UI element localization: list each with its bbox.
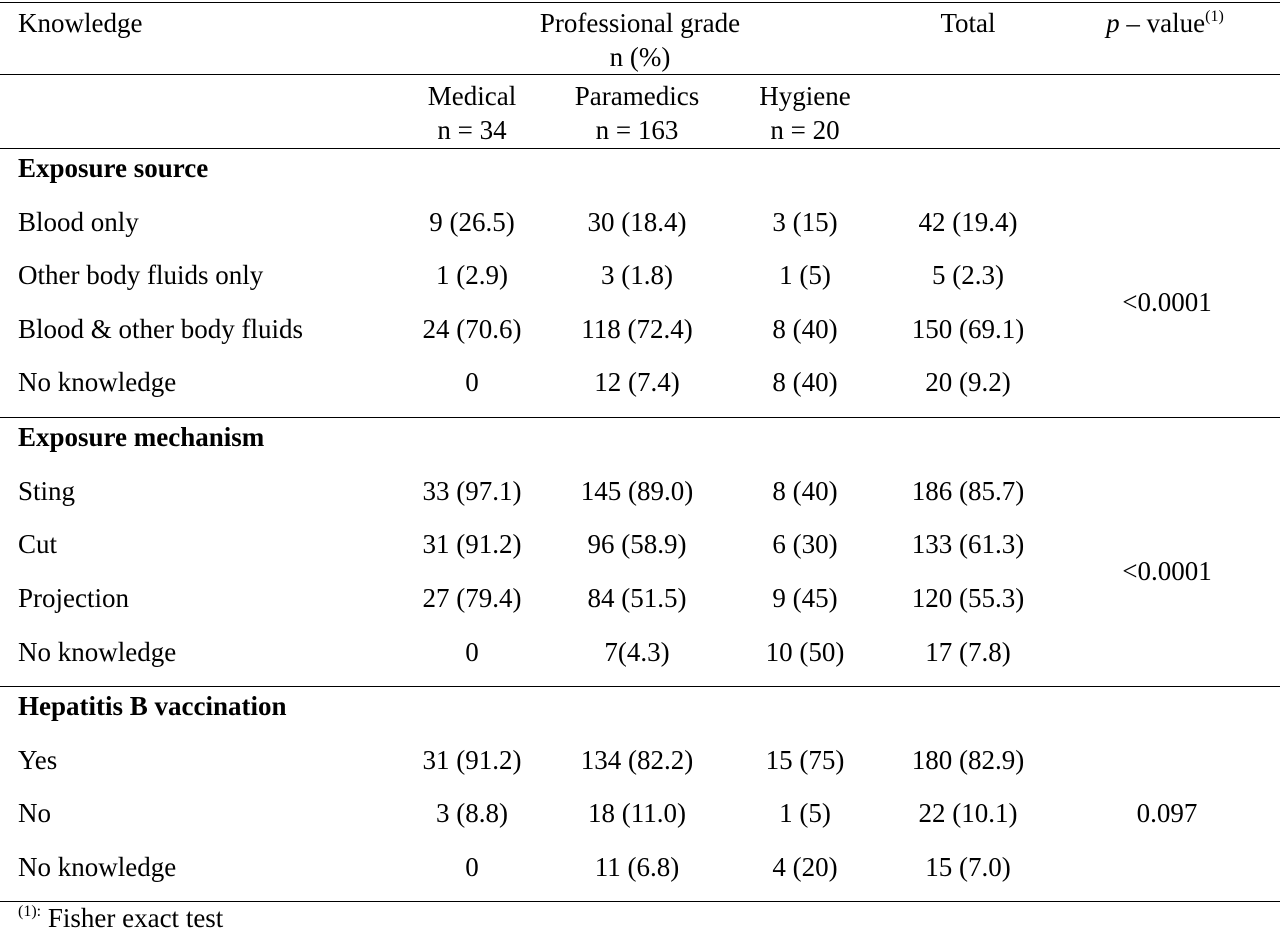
row-label: No knowledge	[18, 852, 177, 882]
cell-medical: 3 (8.8)	[436, 798, 508, 828]
cell-paramedics: 30 (18.4)	[587, 207, 687, 237]
header-professional-grade: Professional grade	[539, 8, 741, 38]
p-value-hepatitis-b: 0.097	[1136, 798, 1198, 828]
cell-medical: 0	[465, 852, 479, 882]
cell-medical: 0	[465, 367, 479, 397]
subheader-rule	[0, 148, 1280, 149]
cell-hygiene: 15 (75)	[765, 745, 845, 775]
cell-medical: 1 (2.9)	[436, 260, 508, 290]
cell-hygiene: 8 (40)	[772, 314, 838, 344]
cell-medical: 27 (79.4)	[422, 583, 522, 613]
cell-total: 5 (2.3)	[932, 260, 1004, 290]
col-paramedics-name: Paramedics	[574, 81, 700, 111]
row-label: Projection	[18, 583, 129, 613]
row-label: No knowledge	[18, 637, 177, 667]
section-title-exposure-source: Exposure source	[18, 153, 209, 183]
cell-total: 120 (55.3)	[911, 583, 1025, 613]
footnote: (1): Fisher exact test	[18, 903, 223, 933]
header-total: Total	[940, 8, 996, 38]
cell-hygiene: 9 (45)	[772, 583, 838, 613]
cell-total: 42 (19.4)	[918, 207, 1018, 237]
table-top-rule	[0, 2, 1280, 3]
cell-hygiene: 6 (30)	[772, 529, 838, 559]
cell-total: 180 (82.9)	[911, 745, 1025, 775]
cell-paramedics: 12 (7.4)	[594, 367, 680, 397]
header-p-rest: – value	[1119, 8, 1206, 38]
cell-hygiene: 1 (5)	[779, 798, 831, 828]
cell-total: 15 (7.0)	[925, 852, 1011, 882]
cell-paramedics: 84 (51.5)	[587, 583, 687, 613]
cell-paramedics: 7(4.3)	[604, 637, 670, 667]
cell-total: 20 (9.2)	[925, 367, 1011, 397]
cell-hygiene: 8 (40)	[772, 367, 838, 397]
header-p-letter: p	[1106, 8, 1120, 38]
p-value-exposure-mechanism: <0.0001	[1122, 556, 1212, 586]
cell-hygiene: 1 (5)	[779, 260, 831, 290]
cell-medical: 24 (70.6)	[422, 314, 522, 344]
col-medical-n: n = 34	[437, 115, 507, 145]
header-n-percent: n (%)	[609, 42, 671, 72]
footnote-text: Fisher exact test	[41, 903, 224, 933]
row-label: Blood & other body fluids	[18, 314, 303, 344]
row-label: Blood only	[18, 207, 139, 237]
cell-hygiene: 8 (40)	[772, 476, 838, 506]
col-medical-name: Medical	[427, 81, 517, 111]
cell-total: 150 (69.1)	[911, 314, 1025, 344]
cell-paramedics: 18 (11.0)	[588, 798, 686, 828]
header-rule	[0, 74, 1280, 75]
cell-hygiene: 3 (15)	[772, 207, 838, 237]
cell-medical: 31 (91.2)	[422, 529, 522, 559]
section-title-exposure-mechanism: Exposure mechanism	[18, 422, 265, 452]
col-hygiene-name: Hygiene	[759, 81, 851, 111]
footnote-marker: (1):	[18, 903, 42, 920]
cell-hygiene: 4 (20)	[772, 852, 838, 882]
cell-paramedics: 96 (58.9)	[587, 529, 687, 559]
section-title-hepatitis-b: Hepatitis B vaccination	[18, 691, 287, 721]
cell-medical: 31 (91.2)	[422, 745, 522, 775]
cell-medical: 33 (97.1)	[422, 476, 522, 506]
cell-total: 22 (10.1)	[918, 798, 1018, 828]
row-label: Yes	[18, 745, 58, 775]
cell-paramedics: 134 (82.2)	[580, 745, 694, 775]
col-paramedics-n: n = 163	[595, 115, 679, 145]
header-p-value: p – value(1)	[1106, 8, 1224, 38]
section-2-rule	[0, 686, 1280, 687]
cell-paramedics: 11 (6.8)	[594, 852, 680, 882]
cell-total: 17 (7.8)	[925, 637, 1011, 667]
cell-hygiene: 10 (50)	[765, 637, 845, 667]
section-1-rule	[0, 417, 1280, 418]
cell-paramedics: 118 (72.4)	[581, 314, 693, 344]
row-label: Other body fluids only	[18, 260, 264, 290]
cell-medical: 9 (26.5)	[429, 207, 515, 237]
row-label: Sting	[18, 476, 76, 506]
cell-paramedics: 3 (1.8)	[601, 260, 673, 290]
cell-paramedics: 145 (89.0)	[580, 476, 694, 506]
row-label: No	[18, 798, 51, 828]
col-hygiene-n: n = 20	[770, 115, 840, 145]
row-label: Cut	[18, 529, 58, 559]
row-label: No knowledge	[18, 367, 177, 397]
cell-total: 186 (85.7)	[911, 476, 1025, 506]
cell-total: 133 (61.3)	[911, 529, 1025, 559]
header-p-sup: (1)	[1205, 8, 1224, 25]
header-knowledge: Knowledge	[18, 8, 143, 38]
table-bottom-rule	[0, 901, 1280, 902]
cell-medical: 0	[465, 637, 479, 667]
p-value-exposure-source: <0.0001	[1122, 287, 1212, 317]
